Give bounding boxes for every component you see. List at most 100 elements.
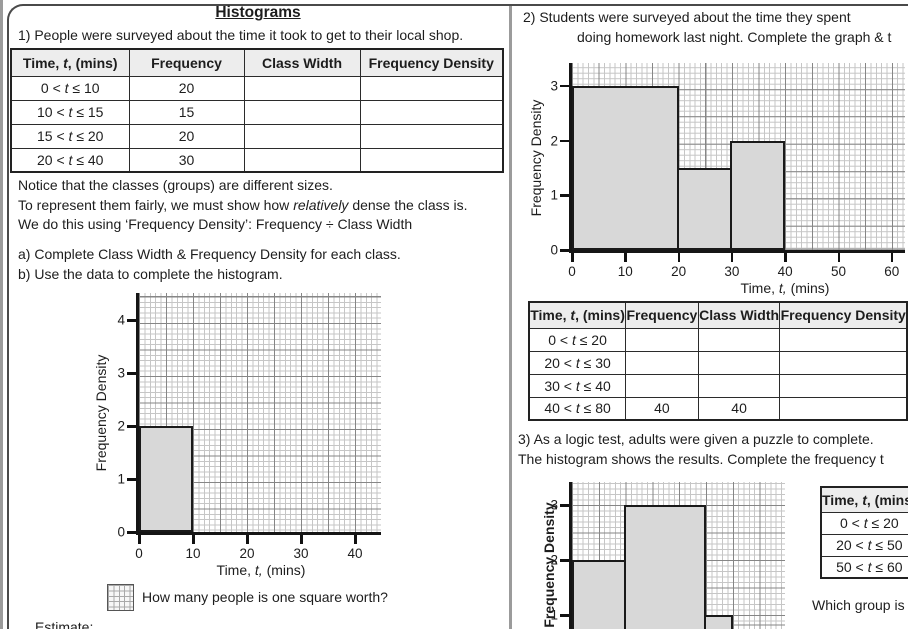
- interval-text: ≤ 30: [579, 354, 611, 371]
- time-variable: t: [862, 491, 867, 508]
- frequency-density-cell: [779, 373, 908, 398]
- q2-histogram-bars: [572, 63, 905, 250]
- q1-table-row: 20 < t ≤ 40 30: [10, 147, 504, 173]
- q3-histogram-bar: [704, 615, 733, 629]
- q3-histogram: 1 2 3: [550, 482, 785, 629]
- q2-header-frequency: Frequency: [625, 301, 699, 329]
- q2-table-row: 30 < t ≤ 40: [528, 373, 908, 398]
- class-width-cell: [243, 75, 361, 101]
- interval-text: 15 <: [37, 128, 69, 144]
- q2-table: Time, t, (mins) Frequency Class Width Fr…: [528, 301, 908, 421]
- frequency-cell: 40: [625, 396, 699, 421]
- q3-prompt-line1: 3) As a logic test, adults were given a …: [518, 431, 874, 447]
- q2-table-row: 40 < t ≤ 80 40 40: [528, 396, 908, 421]
- x-axis-tick: [730, 253, 734, 262]
- x-axis-tick-label: 0: [568, 264, 576, 279]
- q3-y-axis-label: Frequency Density: [541, 502, 557, 628]
- axis-label-text: Time,: [740, 280, 779, 296]
- q1-histogram-bars: [139, 293, 381, 532]
- y-axis-tick: [560, 504, 569, 507]
- column-divider: [509, 6, 512, 629]
- time-interval-cell: 30 < t ≤ 40: [528, 373, 627, 398]
- q1-table-header-row: Time, t, (mins) Frequency Class Width Fr…: [10, 48, 504, 77]
- q1-header-time: Time, t, (mins): [10, 48, 130, 77]
- note-emphasis: relatively: [293, 196, 349, 213]
- q2-header-frequency-density: Frequency Density: [779, 301, 908, 329]
- y-axis-tick-label: 3: [117, 365, 125, 381]
- q3-table-header-row: Time, t, (mins): [820, 486, 908, 513]
- axis-label-text: (mins): [262, 562, 306, 578]
- q2-header-class-width: Class Width: [697, 301, 781, 329]
- header-text: , (mins): [575, 307, 625, 324]
- q2-histogram-bar: [572, 86, 679, 250]
- header-text: Time,: [822, 491, 863, 508]
- y-axis-tick: [127, 425, 136, 428]
- time-variable: t,: [254, 562, 263, 578]
- class-width-cell: [697, 350, 781, 375]
- q2-y-axis-label: Frequency Density: [528, 99, 544, 217]
- q3-histogram-bar: [623, 505, 706, 629]
- x-axis-tick: [571, 253, 574, 262]
- interval-text: ≤ 60: [871, 558, 903, 575]
- x-axis-tick-label: 40: [777, 264, 793, 279]
- x-axis-tick: [890, 253, 894, 262]
- y-axis-tick: [127, 372, 136, 375]
- time-variable: t: [570, 307, 576, 324]
- interval-text: ≤ 40: [72, 151, 104, 168]
- y-axis-tick-label: 0: [550, 242, 558, 258]
- interval-text: 30 <: [544, 377, 576, 394]
- frequency-cell: 15: [128, 99, 245, 125]
- q1-table-row: 15 < t ≤ 20 20: [10, 123, 504, 149]
- interval-text: ≤ 20: [575, 331, 607, 348]
- time-interval-cell: 15 < t ≤ 20: [10, 123, 130, 149]
- q2-histogram-bar: [676, 168, 732, 250]
- time-variable: t: [68, 128, 73, 144]
- class-width-cell: [697, 327, 781, 352]
- page-title: Histograms: [215, 4, 301, 21]
- x-axis-tick-label: 10: [185, 546, 201, 561]
- class-width-cell: 40: [697, 396, 781, 421]
- frequency-density-cell: [359, 75, 504, 101]
- q1-y-axis-label: Frequency Density: [93, 354, 109, 472]
- time-variable: t: [571, 331, 576, 348]
- class-width-cell: [697, 373, 781, 398]
- q2-x-axis-label: Time, t, (mins): [741, 280, 830, 296]
- axis-label-text: Time,: [216, 562, 255, 578]
- interval-text: 0 <: [548, 331, 572, 348]
- q1-histogram: 0 10 20 30 40 0 1 2 3 4: [117, 293, 381, 561]
- q1-header-frequency: Frequency: [128, 48, 245, 77]
- time-interval-cell: 40 < t ≤ 80: [528, 396, 627, 421]
- x-axis-tick-label: 0: [135, 546, 143, 561]
- frequency-cell: [625, 350, 699, 375]
- class-width-cell: [243, 147, 361, 173]
- q2-prompt-line2: doing homework last night. Complete the …: [577, 29, 892, 45]
- q1-table: Time, t, (mins) Frequency Class Width Fr…: [10, 48, 504, 173]
- interval-text: 0 <: [40, 80, 65, 96]
- interval-text: ≤ 40: [579, 377, 611, 394]
- q2-table-row: 0 < t ≤ 20: [528, 327, 908, 352]
- header-text: , (mins): [67, 54, 118, 71]
- interval-text: 20 <: [544, 354, 576, 371]
- time-interval-cell: 0 < t ≤ 20: [528, 327, 627, 352]
- time-variable: t: [867, 558, 872, 575]
- interval-text: 40 <: [544, 400, 576, 417]
- interval-text: ≤ 20: [867, 515, 899, 531]
- y-axis-tick: [560, 139, 569, 143]
- y-axis-tick-label: 2: [550, 552, 558, 568]
- q3-table-row: 0 < t ≤ 20: [820, 511, 908, 535]
- y-axis-tick: [127, 531, 136, 534]
- interval-text: ≤ 10: [68, 80, 100, 96]
- q3-table-row: 20 < t ≤ 50: [820, 533, 908, 557]
- interval-text: 20 <: [836, 537, 868, 553]
- time-variable: t: [575, 354, 580, 371]
- time-interval-cell: 20 < t ≤ 50: [820, 533, 908, 557]
- x-axis-tick: [300, 535, 303, 544]
- q2-header-time: Time, t, (mins): [528, 301, 627, 329]
- x-axis-tick-label: 40: [347, 546, 363, 561]
- q1-table-row: 10 < t ≤ 15 15: [10, 99, 504, 125]
- q3-histogram-bars: [572, 482, 785, 629]
- x-axis-tick: [138, 535, 141, 544]
- frequency-cell: 20: [128, 123, 245, 149]
- q3-prompt-line2: The histogram shows the results. Complet…: [518, 451, 884, 467]
